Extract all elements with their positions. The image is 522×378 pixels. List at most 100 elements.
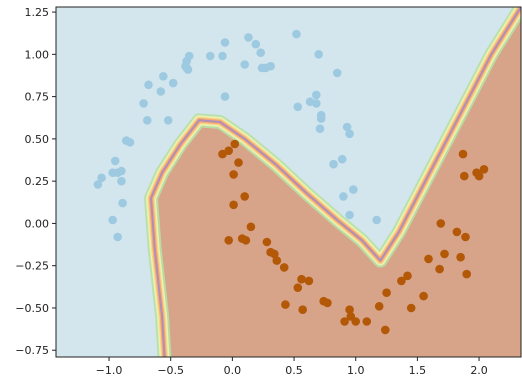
data-point-class-1 <box>240 192 249 201</box>
data-point-class-0 <box>332 68 342 78</box>
data-point-class-0 <box>117 176 126 186</box>
data-point-class-0 <box>159 72 168 81</box>
y-tick-label: 1.00 <box>25 48 50 61</box>
x-axis: −1.0 −0.5 0.0 0.5 1.0 1.5 2.0 <box>96 357 488 377</box>
data-point-class-1 <box>241 236 251 245</box>
data-point-class-0 <box>110 156 120 166</box>
data-point-class-1 <box>340 317 349 326</box>
data-point-class-1 <box>381 325 390 335</box>
data-point-class-0 <box>256 48 266 57</box>
data-point-class-0 <box>345 210 354 220</box>
y-tick-label: 1.25 <box>25 6 50 19</box>
decision-contour-band <box>150 7 521 357</box>
data-point-class-0 <box>168 78 178 88</box>
data-point-class-0 <box>312 99 321 108</box>
data-point-class-1 <box>229 170 238 179</box>
data-point-class-1 <box>424 254 433 264</box>
data-point-class-0 <box>342 122 352 132</box>
data-point-class-1 <box>304 276 314 286</box>
data-point-class-0 <box>337 154 347 164</box>
data-point-class-0 <box>220 92 230 101</box>
data-point-class-0 <box>139 99 148 108</box>
data-point-class-1 <box>461 232 470 242</box>
data-point-class-1 <box>403 271 412 281</box>
data-point-class-0 <box>183 65 193 74</box>
x-tick-label: −1.0 <box>96 364 123 377</box>
data-point-class-0 <box>315 124 325 133</box>
data-point-class-1 <box>281 300 290 309</box>
data-point-class-0 <box>117 166 126 176</box>
data-point-class-0 <box>144 80 153 90</box>
data-point-class-1 <box>272 256 282 265</box>
data-point-class-0 <box>314 50 324 59</box>
data-point-class-1 <box>440 249 449 259</box>
data-point-class-0 <box>93 180 103 189</box>
data-point-class-1 <box>351 317 361 326</box>
data-point-class-0 <box>125 138 135 147</box>
data-point-class-0 <box>266 61 275 71</box>
x-tick-label: 1.0 <box>347 364 365 377</box>
y-tick-label: −0.50 <box>15 302 49 315</box>
data-point-class-0 <box>163 116 173 125</box>
data-point-class-0 <box>184 51 194 61</box>
data-point-class-1 <box>460 171 469 181</box>
y-tick-label: 0.75 <box>25 91 50 104</box>
data-point-class-1 <box>436 219 446 228</box>
data-point-class-1 <box>297 274 306 284</box>
data-point-class-0 <box>329 159 338 169</box>
data-point-class-1 <box>456 252 465 262</box>
data-point-class-1 <box>362 317 372 326</box>
data-point-class-1 <box>230 139 240 149</box>
data-point-class-1 <box>345 305 354 315</box>
data-point-class-0 <box>118 198 127 208</box>
data-point-class-1 <box>406 303 416 313</box>
data-point-class-0 <box>143 116 152 125</box>
data-point-class-0 <box>113 232 122 242</box>
data-point-class-1 <box>435 264 444 274</box>
data-point-class-1 <box>462 269 472 279</box>
data-point-class-0 <box>244 33 253 42</box>
data-point-class-1 <box>374 302 384 311</box>
data-point-class-0 <box>312 90 321 100</box>
plot-frame <box>55 6 522 358</box>
data-point-class-0 <box>349 185 358 194</box>
data-point-class-0 <box>97 173 106 183</box>
data-point-class-0 <box>220 38 230 47</box>
x-tick-label: 1.5 <box>409 364 427 377</box>
data-point-class-1 <box>474 171 484 181</box>
plot-area <box>56 7 521 357</box>
y-tick-label: 0.25 <box>25 175 50 188</box>
data-point-class-1 <box>452 227 462 237</box>
data-point-class-1 <box>262 237 272 247</box>
scatter-points <box>93 29 489 335</box>
data-point-class-1 <box>458 149 468 159</box>
data-point-class-1 <box>234 158 243 167</box>
data-point-class-0 <box>108 215 117 225</box>
y-axis: −0.75 −0.50 −0.25 0.00 0.25 0.50 0.75 1.00 1.25 <box>15 6 56 357</box>
data-point-class-1 <box>479 165 489 174</box>
y-tick-label: −0.75 <box>15 344 49 357</box>
x-tick-label: −0.5 <box>157 364 184 377</box>
x-tick-label: 0.5 <box>285 364 303 377</box>
y-tick-label: 0.00 <box>25 217 50 230</box>
data-point-class-0 <box>339 192 348 201</box>
data-point-class-1 <box>419 291 428 301</box>
data-point-class-1 <box>298 305 308 315</box>
data-point-class-1 <box>224 146 233 155</box>
data-point-class-0 <box>205 51 215 61</box>
data-point-class-1 <box>279 263 289 272</box>
data-point-class-0 <box>292 29 301 39</box>
data-point-class-0 <box>372 215 382 225</box>
data-point-class-1 <box>323 298 332 308</box>
data-point-class-1 <box>293 283 303 293</box>
data-point-class-1 <box>224 236 233 245</box>
x-tick-label: 2.0 <box>470 364 488 377</box>
y-tick-label: 0.50 <box>25 133 50 146</box>
data-point-class-0 <box>345 129 354 139</box>
data-point-class-0 <box>251 39 261 49</box>
data-point-class-1 <box>229 200 238 210</box>
data-point-class-1 <box>397 276 406 286</box>
data-point-class-0 <box>316 114 326 123</box>
data-point-class-0 <box>240 60 249 69</box>
